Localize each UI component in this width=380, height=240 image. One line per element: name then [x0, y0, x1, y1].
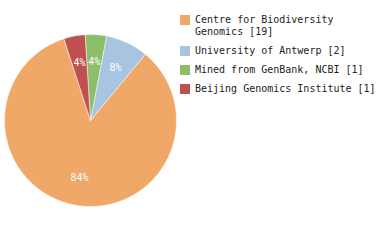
svg-text:84%: 84% [71, 172, 89, 183]
svg-text:8%: 8% [109, 62, 121, 73]
html-text:Beijing Genomics Institute [1]: Beijing Genomics Institute [1] [195, 83, 376, 94]
html-text:Mined from GenBank, NCBI [1]: Mined from GenBank, NCBI [1] [195, 64, 364, 75]
svg-text:4%: 4% [74, 57, 86, 68]
html-text:Centre for Biodiversity Genomi: Centre for Biodiversity Genomics [19] [195, 14, 334, 37]
svg-text:4%: 4% [88, 56, 100, 67]
html-text:University of Antwerp [2]: University of Antwerp [2] [195, 45, 346, 56]
